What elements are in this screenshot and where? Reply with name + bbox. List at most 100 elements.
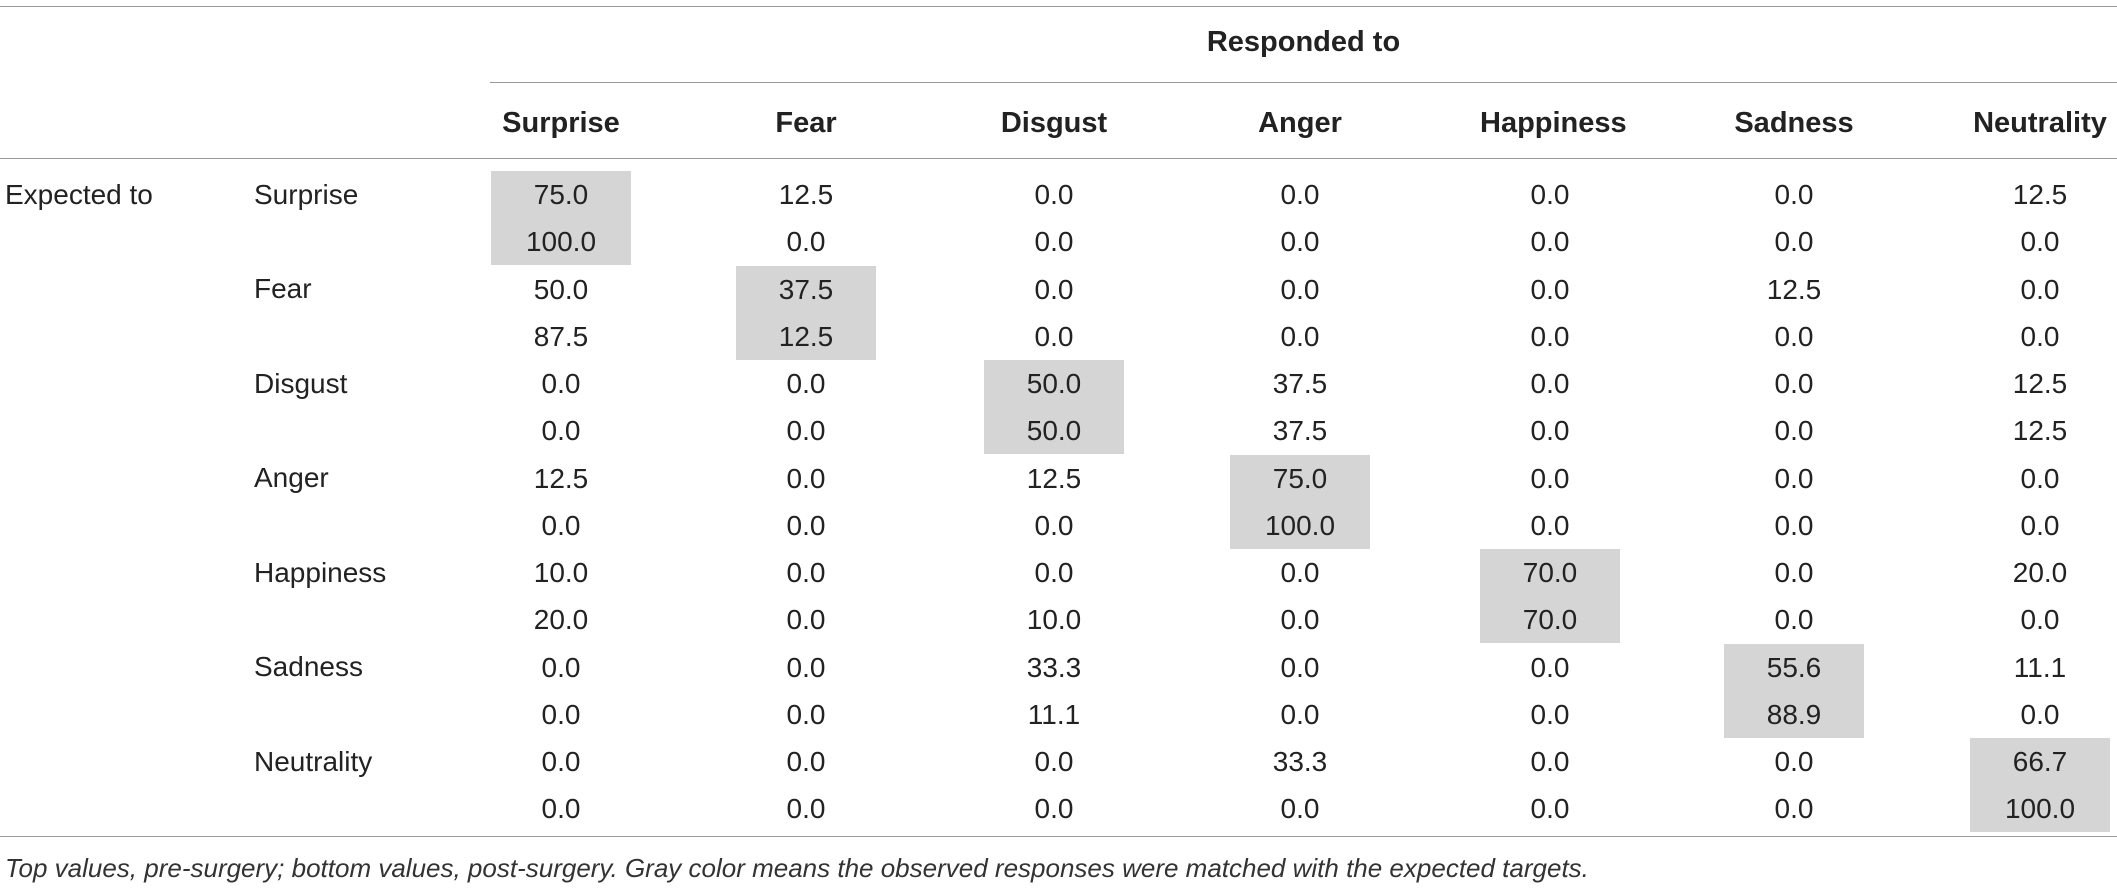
cell-pre-neutrality-anger: 33.3 — [1272, 746, 1328, 777]
row-label-surprise: Surprise — [254, 178, 359, 210]
cell-pre-happiness-disgust: 0.0 — [1034, 557, 1074, 588]
cell-pre-happiness-happiness: 70.0 — [1480, 549, 1620, 596]
cell-pre-disgust-surprise: 0.0 — [541, 368, 581, 399]
cell-pre-neutrality-surprise: 0.0 — [541, 746, 581, 777]
cell-post-anger-sadness: 0.0 — [1774, 509, 1814, 541]
cell-post-surprise-happiness: 0.0 — [1530, 226, 1570, 258]
cell-post-fear-neutrality: 0.0 — [2020, 320, 2060, 352]
cell-post-happiness-happiness: 70.0 — [1480, 596, 1620, 644]
cell-pre-anger-surprise: 12.5 — [533, 462, 589, 494]
cell-pre-happiness-sadness: 0.0 — [1774, 557, 1814, 588]
cell-pre-neutrality-happiness: 0.0 — [1530, 746, 1570, 777]
cell-post-anger-neutrality: 0.0 — [2020, 509, 2060, 541]
cell-post-fear-anger: 0.0 — [1280, 320, 1320, 352]
cell-pre-anger-anger: 75.0 — [1230, 454, 1370, 502]
cell-pre-happiness-neutrality: 20.0 — [2012, 557, 2068, 588]
cell-pre-fear-surprise: 50.0 — [533, 273, 589, 305]
cell-post-sadness-fear: 0.0 — [786, 698, 826, 730]
cell-pre-disgust-happiness: 0.0 — [1530, 368, 1570, 399]
cell-post-fear-disgust: 0.0 — [1034, 320, 1074, 352]
cell-post-surprise-surprise: 100.0 — [491, 218, 631, 266]
cell-pre-fear-neutrality: 0.0 — [2020, 273, 2060, 305]
column-header-neutrality: Neutrality — [1973, 107, 2107, 139]
cell-post-neutrality-fear: 0.0 — [786, 793, 826, 825]
cell-pre-anger-disgust: 12.5 — [1026, 462, 1082, 494]
cell-pre-surprise-surprise: 75.0 — [491, 171, 631, 218]
cell-pre-surprise-disgust: 0.0 — [1034, 179, 1074, 210]
cell-post-anger-anger: 100.0 — [1230, 501, 1370, 549]
column-header-sadness: Sadness — [1734, 107, 1854, 139]
row-label-sadness: Sadness — [254, 651, 363, 682]
cell-post-happiness-neutrality: 0.0 — [2020, 604, 2060, 636]
cell-pre-happiness-surprise: 10.0 — [533, 557, 589, 588]
cell-pre-neutrality-fear: 0.0 — [786, 746, 826, 777]
cell-post-anger-surprise: 0.0 — [541, 509, 581, 541]
table-top-rule — [0, 6, 2117, 7]
cell-post-neutrality-surprise: 0.0 — [541, 793, 581, 825]
cell-pre-surprise-fear: 12.5 — [778, 179, 834, 210]
cell-post-sadness-disgust: 11.1 — [1027, 698, 1081, 730]
table-bottom-rule — [0, 836, 2117, 837]
cell-post-fear-surprise: 87.5 — [533, 320, 589, 352]
row-label-neutrality: Neutrality — [254, 745, 373, 777]
cell-post-anger-disgust: 0.0 — [1034, 509, 1074, 541]
cell-pre-sadness-sadness: 55.6 — [1724, 643, 1864, 691]
cell-pre-disgust-fear: 0.0 — [786, 368, 826, 399]
cell-post-surprise-neutrality: 0.0 — [2020, 226, 2060, 258]
column-header-disgust: Disgust — [1000, 107, 1108, 139]
column-header-surprise: Surprise — [502, 107, 620, 139]
cell-post-happiness-disgust: 10.0 — [1026, 604, 1082, 636]
row-label-fear: Fear — [254, 273, 312, 304]
cell-post-fear-sadness: 0.0 — [1774, 320, 1814, 352]
cell-post-disgust-disgust: 50.0 — [984, 407, 1124, 455]
cell-pre-neutrality-neutrality: 66.7 — [1970, 738, 2110, 785]
cell-post-happiness-surprise: 20.0 — [533, 604, 589, 636]
row-label-happiness: Happiness — [254, 556, 387, 588]
cell-post-disgust-happiness: 0.0 — [1530, 415, 1570, 447]
cell-post-anger-happiness: 0.0 — [1530, 509, 1570, 541]
responded-to-header: Responded to — [1206, 26, 1401, 58]
cell-pre-fear-sadness: 12.5 — [1766, 273, 1822, 305]
cell-pre-disgust-anger: 37.5 — [1272, 368, 1328, 399]
cell-post-disgust-surprise: 0.0 — [541, 415, 581, 447]
cell-post-disgust-neutrality: 12.5 — [2012, 415, 2068, 447]
cell-post-disgust-fear: 0.0 — [786, 415, 826, 447]
cell-pre-neutrality-sadness: 0.0 — [1774, 746, 1814, 777]
table-footnote: Top values, pre-surgery; bottom values, … — [5, 853, 1589, 883]
cell-post-neutrality-disgust: 0.0 — [1034, 793, 1074, 825]
row-label-anger: Anger — [254, 462, 329, 493]
cell-pre-neutrality-disgust: 0.0 — [1034, 746, 1074, 777]
cell-pre-sadness-neutrality: 11.1 — [2013, 651, 2067, 683]
cell-pre-happiness-fear: 0.0 — [786, 557, 826, 588]
column-header-anger: Anger — [1258, 107, 1342, 139]
cell-pre-fear-fear: 37.5 — [736, 265, 876, 313]
cell-post-neutrality-anger: 0.0 — [1280, 793, 1320, 825]
cell-post-surprise-anger: 0.0 — [1280, 226, 1320, 258]
cell-pre-surprise-happiness: 0.0 — [1530, 179, 1570, 210]
cell-pre-sadness-fear: 0.0 — [786, 651, 826, 683]
cell-pre-sadness-disgust: 33.3 — [1026, 651, 1082, 683]
expected-to-label: Expected to — [5, 179, 153, 210]
cell-post-happiness-sadness: 0.0 — [1774, 604, 1814, 636]
cell-pre-sadness-happiness: 0.0 — [1530, 651, 1570, 683]
cell-pre-sadness-surprise: 0.0 — [541, 651, 581, 683]
cell-pre-sadness-anger: 0.0 — [1280, 651, 1320, 683]
cell-post-surprise-sadness: 0.0 — [1774, 226, 1814, 258]
cell-pre-anger-sadness: 0.0 — [1774, 462, 1814, 494]
cell-post-neutrality-neutrality: 100.0 — [1970, 785, 2110, 833]
cell-pre-surprise-sadness: 0.0 — [1774, 179, 1814, 210]
cell-post-neutrality-sadness: 0.0 — [1774, 793, 1814, 825]
cell-pre-anger-fear: 0.0 — [786, 462, 826, 494]
cell-post-happiness-anger: 0.0 — [1280, 604, 1320, 636]
cell-post-disgust-sadness: 0.0 — [1774, 415, 1814, 447]
cell-pre-surprise-neutrality: 12.5 — [2012, 179, 2068, 210]
cell-pre-happiness-anger: 0.0 — [1280, 557, 1320, 588]
cell-post-surprise-disgust: 0.0 — [1034, 226, 1074, 258]
cell-pre-anger-happiness: 0.0 — [1530, 462, 1570, 494]
group-header-rule — [490, 82, 2117, 83]
cell-post-sadness-surprise: 0.0 — [541, 698, 581, 730]
cell-pre-fear-happiness: 0.0 — [1530, 273, 1570, 305]
cell-post-anger-fear: 0.0 — [786, 509, 826, 541]
cell-post-sadness-anger: 0.0 — [1280, 698, 1320, 730]
cell-post-disgust-anger: 37.5 — [1272, 415, 1328, 447]
